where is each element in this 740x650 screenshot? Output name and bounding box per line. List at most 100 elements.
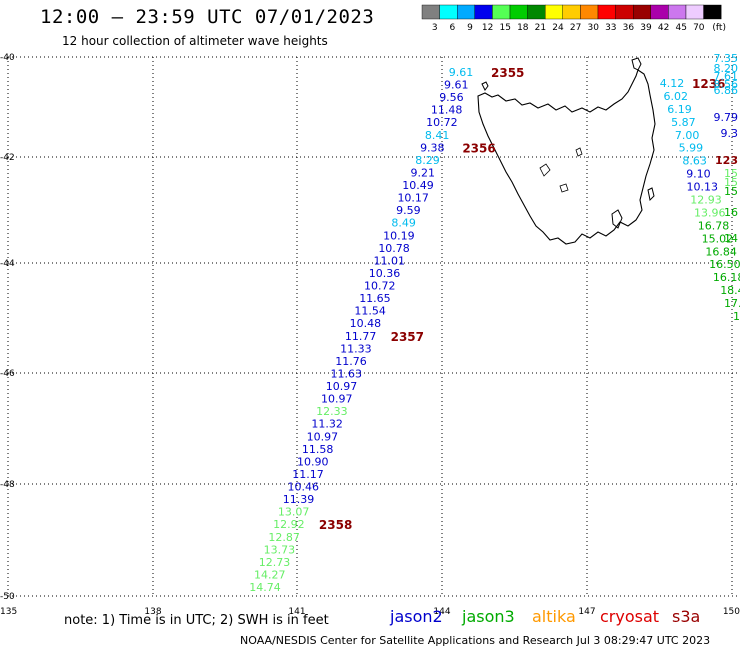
legend-swatch — [562, 4, 581, 20]
swh-value: 8.49 — [391, 217, 416, 230]
swh-value: 10.97 — [321, 393, 353, 406]
swh-value: 10.78 — [378, 242, 410, 255]
legend-swatch — [545, 4, 564, 20]
swh-value: 9.10 — [686, 168, 711, 181]
swh-value: 9.61 — [449, 66, 474, 79]
legend-tick-label: 9 — [467, 23, 473, 33]
lon-label: 150 — [723, 607, 740, 617]
swh-value: 12.87 — [268, 531, 300, 544]
tasmania-outline — [477, 69, 656, 245]
lon-label: 138 — [144, 607, 161, 617]
swh-value: 8.56 — [714, 78, 739, 91]
bruny-island — [611, 209, 623, 229]
lon-label: 147 — [578, 607, 595, 617]
swh-value: 11.63 — [331, 367, 363, 380]
swh-value: 13.07 — [278, 506, 310, 519]
mission-label-jason3: jason3 — [462, 607, 515, 626]
maria-island — [647, 187, 655, 202]
swh-value: 10.13 — [686, 181, 718, 194]
swh-value: 9.59 — [396, 204, 421, 217]
legend-tick-label: 6 — [450, 23, 456, 33]
legend-tick-label: 39 — [640, 23, 652, 33]
swh-value: 11.32 — [311, 418, 343, 431]
swh-value: 15 — [724, 176, 738, 189]
lat-lon-grid: -40 -42 -44 -46 -48 -50 135 138 141 144 147 150 — [0, 53, 740, 617]
swh-value: 8.63 — [682, 155, 707, 168]
swh-value: 11.01 — [374, 254, 406, 267]
legend-tick-label: 3 — [432, 23, 438, 33]
mission-label-jason2: jason2 — [390, 607, 443, 626]
lon-label: 141 — [288, 607, 305, 617]
track-time-label: 1236 — [692, 77, 725, 91]
legend-swatch — [597, 4, 616, 20]
swh-value: 10.36 — [369, 267, 401, 280]
footer-note: note: 1) Time is in UTC; 2) SWH is in fe… — [64, 613, 329, 628]
legend-swatch — [492, 4, 511, 20]
swh-value: 9.61 — [444, 79, 469, 92]
legend-swatch — [509, 4, 528, 20]
swh-value: 9.38 — [420, 141, 445, 154]
swh-value: 8.29 — [415, 154, 440, 167]
legend-tick-label: 42 — [658, 23, 669, 33]
swh-value: 14 — [724, 232, 738, 245]
swh-value: 11.76 — [335, 355, 367, 368]
swh-value: 11.48 — [431, 104, 463, 117]
swh-value: 12.92 — [273, 518, 305, 531]
swh-value: 11.17 — [292, 468, 324, 481]
legend-swatch — [685, 4, 704, 20]
legend-tick-label: 15 — [499, 23, 510, 33]
legend-swatch — [421, 4, 440, 20]
swh-value: 12.33 — [316, 405, 348, 418]
king-island — [481, 81, 489, 91]
swh-value: 15 — [724, 185, 738, 198]
legend-unit: (ft) — [712, 23, 726, 33]
swh-value: 8.20 — [714, 62, 739, 75]
color-legend: 3 6 9 12 15 18 21 24 27 30 33 36 39 42 45 70 (ft) — [421, 4, 726, 33]
swh-value: 10.48 — [350, 317, 382, 330]
lake-outline — [539, 147, 583, 193]
swh-value: 10.46 — [287, 481, 319, 494]
legend-tick-label: 30 — [587, 23, 599, 33]
swh-value: 10.19 — [383, 229, 415, 242]
swh-value: 12.73 — [259, 556, 291, 569]
satellite-tracks: 9.619.619.5611.4810.728.419.388.299.2110… — [249, 52, 740, 594]
track-time-label: 2355 — [491, 66, 524, 80]
swh-value: 11.58 — [302, 443, 334, 456]
swh-value: 14.74 — [249, 581, 281, 594]
legend-tick-label: 27 — [570, 23, 581, 33]
legend-swatch — [633, 4, 652, 20]
swh-value: 7.61 — [714, 70, 739, 83]
tasmania-coastline — [477, 57, 656, 245]
legend-tick-label: 45 — [675, 23, 686, 33]
legend-tick-label: 21 — [535, 23, 546, 33]
swh-value: 11.77 — [345, 330, 377, 343]
legend-tick-label: 24 — [552, 23, 564, 33]
swh-value: 16 — [724, 206, 738, 219]
swh-value: 6.86 — [714, 84, 739, 97]
swh-value: 10.72 — [364, 280, 396, 293]
swh-value: 8.41 — [425, 129, 450, 142]
legend-tick-label: 70 — [693, 23, 705, 33]
swh-value: 11.54 — [354, 305, 386, 318]
lat-label: -44 — [0, 259, 15, 269]
legend-swatch — [457, 4, 476, 20]
legend-tick-label: 12 — [482, 23, 493, 33]
swh-value: 10.97 — [326, 380, 358, 393]
swh-value: 16.78 — [698, 219, 730, 232]
swh-value: 5.87 — [671, 116, 696, 129]
track-time-label: 2358 — [319, 518, 352, 532]
swh-value: 12.93 — [690, 194, 722, 207]
lon-label: 135 — [0, 607, 17, 617]
swh-value: 17.3 — [724, 297, 740, 310]
swh-value: 14.27 — [254, 568, 286, 581]
swh-value: 10.49 — [402, 179, 434, 192]
page-title: 12:00 – 23:59 UTC 07/01/2023 — [40, 6, 375, 28]
track-time-label: 123 — [715, 154, 738, 167]
swh-value: 11.65 — [359, 292, 391, 305]
swh-value: 16.18 — [713, 271, 740, 284]
swh-value: 15.02 — [702, 232, 734, 245]
swh-value: 16 — [733, 310, 740, 323]
lat-label: -42 — [0, 153, 15, 163]
